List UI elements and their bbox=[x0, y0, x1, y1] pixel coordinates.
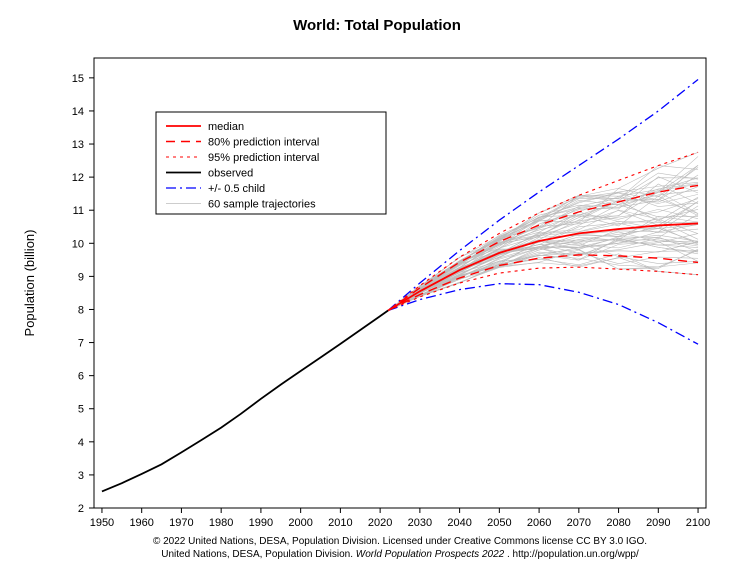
legend-label: 95% prediction interval bbox=[208, 152, 319, 164]
credit-line-1: © 2022 United Nations, DESA, Population … bbox=[153, 536, 647, 547]
x-tick-label: 2000 bbox=[288, 517, 312, 529]
chart-svg: World: Total Population Population (billi… bbox=[0, 0, 755, 566]
y-tick-label: 5 bbox=[78, 404, 84, 416]
credit-line-2: United Nations, DESA, Population Divisio… bbox=[161, 549, 639, 560]
y-tick-label: 12 bbox=[72, 172, 84, 184]
y-axis-label: Population (billion) bbox=[22, 230, 37, 337]
x-tick-label: 2020 bbox=[368, 517, 392, 529]
chart-title: World: Total Population bbox=[293, 17, 461, 34]
y-tick-label: 2 bbox=[78, 503, 84, 515]
x-tick-label: 2100 bbox=[686, 517, 710, 529]
x-tick-label: 2040 bbox=[447, 517, 471, 529]
y-tick-label: 15 bbox=[72, 73, 84, 85]
x-tick-label: 2070 bbox=[567, 517, 591, 529]
x-tick-label: 1990 bbox=[249, 517, 273, 529]
y-tick-label: 4 bbox=[78, 437, 84, 449]
y-tick-label: 11 bbox=[73, 205, 84, 217]
legend-label: +/- 0.5 child bbox=[208, 183, 265, 195]
y-tick-label: 6 bbox=[78, 371, 84, 383]
x-tick-label: 1960 bbox=[129, 517, 153, 529]
legend-label: median bbox=[208, 121, 244, 133]
y-tick-label: 7 bbox=[78, 338, 84, 350]
legend-label: 60 sample trajectories bbox=[208, 199, 316, 211]
x-tick-label: 1950 bbox=[90, 517, 114, 529]
y-tick-label: 9 bbox=[78, 271, 84, 283]
y-tick-label: 13 bbox=[72, 139, 84, 151]
x-tick-label: 1980 bbox=[209, 517, 233, 529]
legend-label: 80% prediction interval bbox=[208, 137, 319, 149]
x-tick-label: 2060 bbox=[527, 517, 551, 529]
legend-label: observed bbox=[208, 168, 253, 180]
y-tick-label: 8 bbox=[78, 304, 84, 316]
y-tick-label: 3 bbox=[78, 470, 84, 482]
x-tick-label: 2050 bbox=[487, 517, 511, 529]
chart-container: { "chart": { "type": "line", "title": "W… bbox=[0, 0, 755, 566]
x-tick-label: 2080 bbox=[606, 517, 630, 529]
x-tick-label: 1970 bbox=[169, 517, 193, 529]
x-tick-label: 2030 bbox=[408, 517, 432, 529]
y-tick-label: 10 bbox=[72, 238, 84, 250]
y-tick-label: 14 bbox=[72, 106, 84, 118]
x-tick-label: 2010 bbox=[328, 517, 352, 529]
x-tick-label: 2090 bbox=[646, 517, 670, 529]
